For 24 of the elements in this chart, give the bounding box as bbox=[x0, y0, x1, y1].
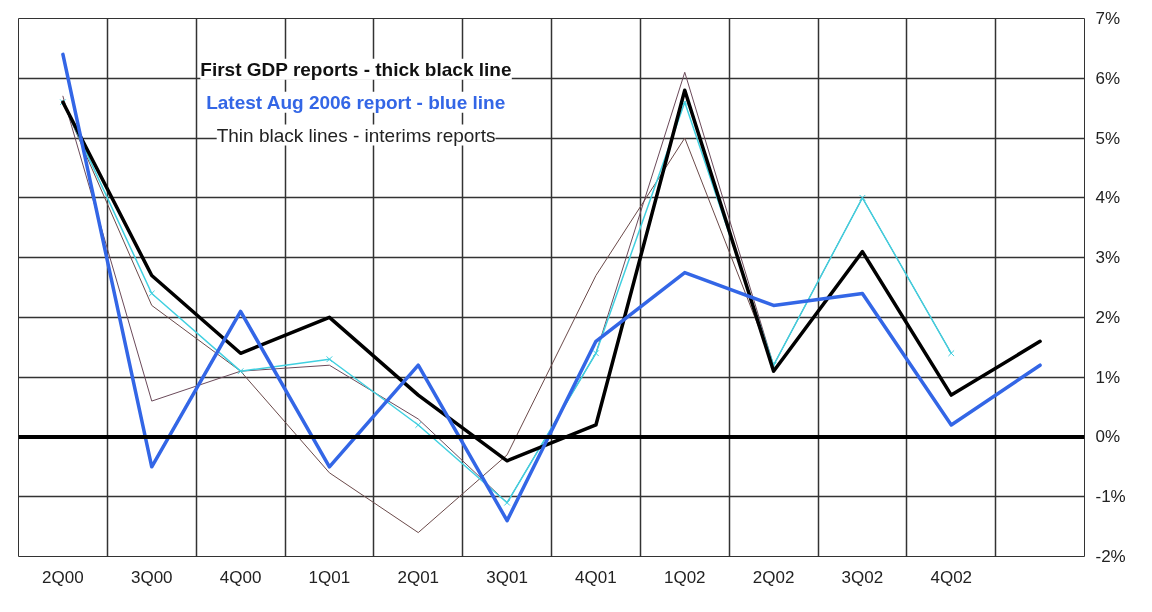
x-tick-label: 2Q01 bbox=[397, 567, 440, 587]
x-tick-label: 2Q02 bbox=[752, 567, 795, 587]
y-tick-label: 0% bbox=[1095, 427, 1121, 447]
annotation: Thin black lines - interims reports bbox=[216, 124, 496, 146]
x-tick-label: 3Q01 bbox=[486, 567, 528, 587]
y-tick-label: 2% bbox=[1095, 307, 1121, 327]
x-tick-label: 4Q00 bbox=[219, 567, 262, 587]
y-tick-label: 1% bbox=[1095, 367, 1121, 387]
y-tick-label: 4% bbox=[1095, 188, 1121, 208]
x-tick-label: 1Q01 bbox=[308, 567, 351, 587]
x-tick-label: 2Q00 bbox=[42, 567, 84, 587]
annotation: Latest Aug 2006 report - blue line bbox=[206, 91, 506, 113]
y-tick-label: -1% bbox=[1095, 487, 1126, 507]
x-tick-label: 4Q01 bbox=[575, 567, 617, 587]
y-tick-label: 5% bbox=[1095, 128, 1121, 148]
x-tick-label: 1Q02 bbox=[663, 567, 706, 587]
y-tick-label: 6% bbox=[1095, 68, 1121, 88]
x-tick-label: 3Q00 bbox=[130, 567, 173, 587]
x-tick-label: 4Q02 bbox=[930, 567, 973, 587]
y-tick-label: 7% bbox=[1095, 9, 1121, 28]
annotation: First GDP reports - thick black line bbox=[200, 58, 512, 80]
x-tick-label: 3Q02 bbox=[841, 567, 884, 587]
y-tick-label: -2% bbox=[1095, 547, 1126, 566]
y-tick-label: 3% bbox=[1095, 248, 1121, 268]
